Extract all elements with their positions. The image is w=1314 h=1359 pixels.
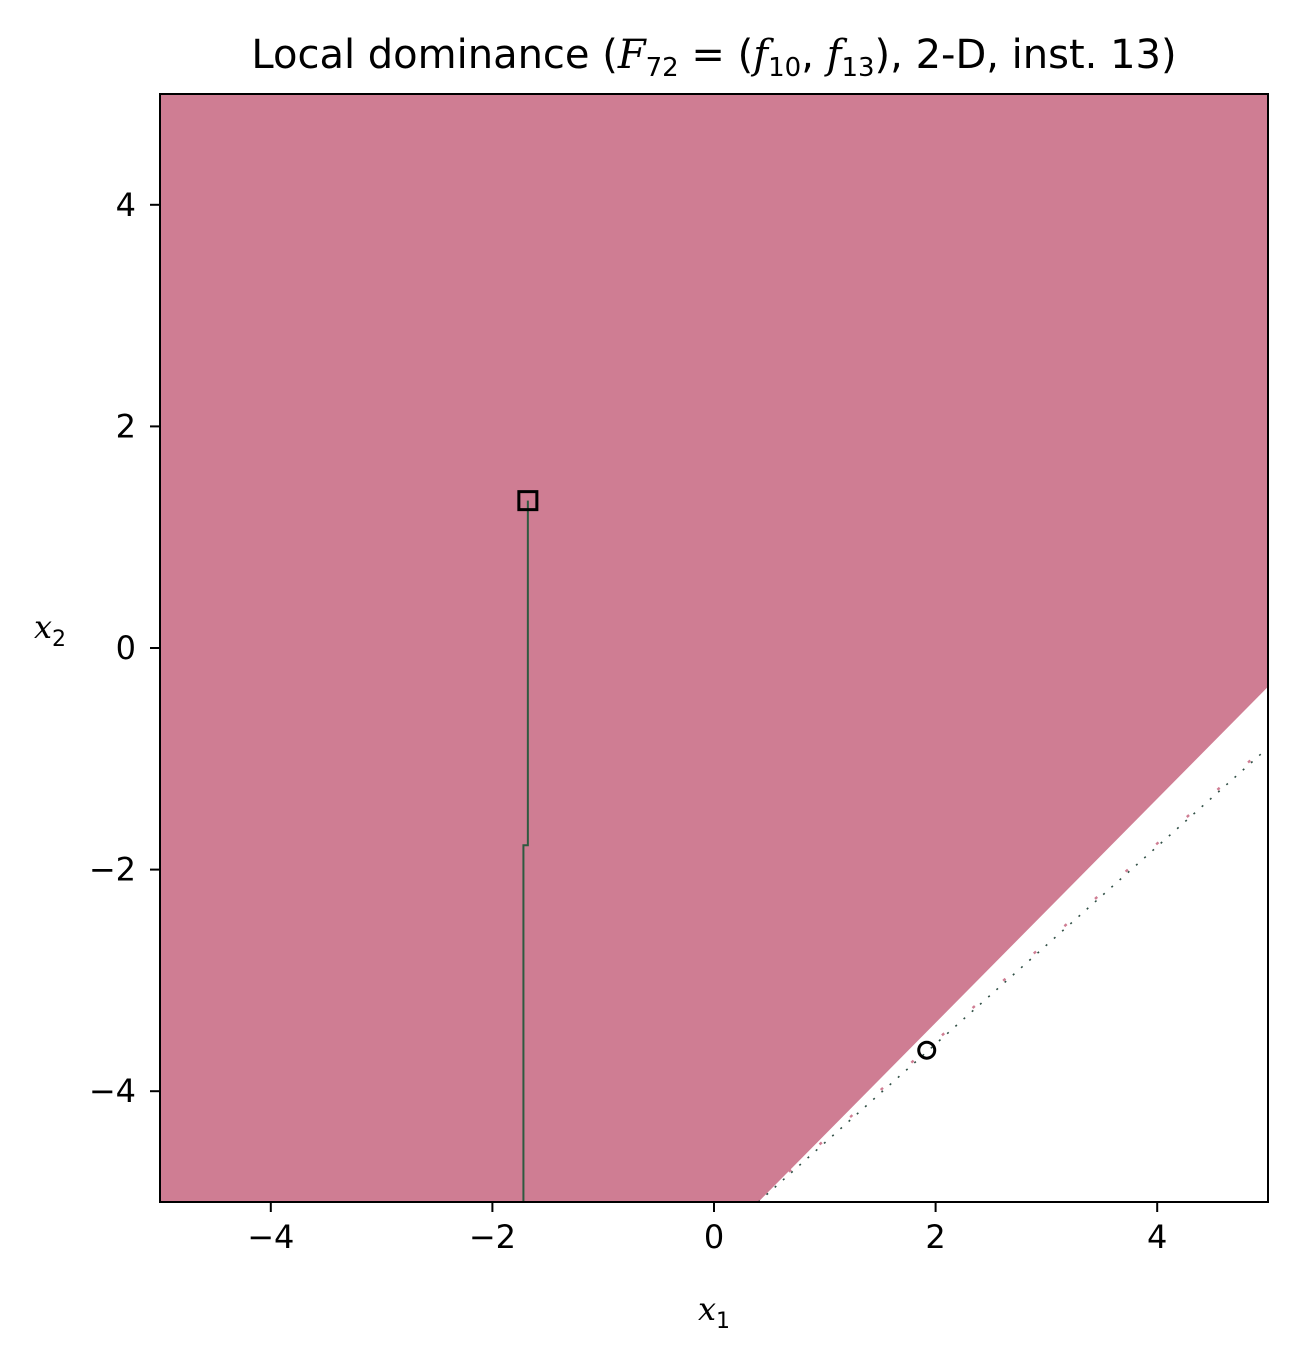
y-tick-label: −4 [89,1072,136,1110]
x-tick-label: 4 [1147,1218,1167,1256]
y-tick-label: −2 [89,851,136,889]
end-marker-circle [917,1040,937,1060]
y-tick-label: 2 [116,407,136,445]
y-axis: −4 −2 0 2 4 [89,186,160,1110]
y-axis-label: x2 [34,608,66,652]
x-tick-label: −4 [247,1218,294,1256]
dominance-region [160,94,1268,1202]
x-tick-label: 2 [925,1218,945,1256]
x-axis-label: x1 [698,1290,730,1334]
y-tick-label: 0 [116,629,136,667]
x-axis: −4 −2 0 2 4 [247,1202,1167,1256]
chart-title: Local dominance (F72 = (f10, f13), 2-D, … [251,32,1176,83]
x-tick-label: 0 [704,1218,724,1256]
plot-area [159,93,1269,1203]
y-tick-label: 4 [116,186,136,224]
dotted-line [757,747,1269,1203]
start-marker-square [517,490,539,512]
x-tick-label: −2 [469,1218,516,1256]
